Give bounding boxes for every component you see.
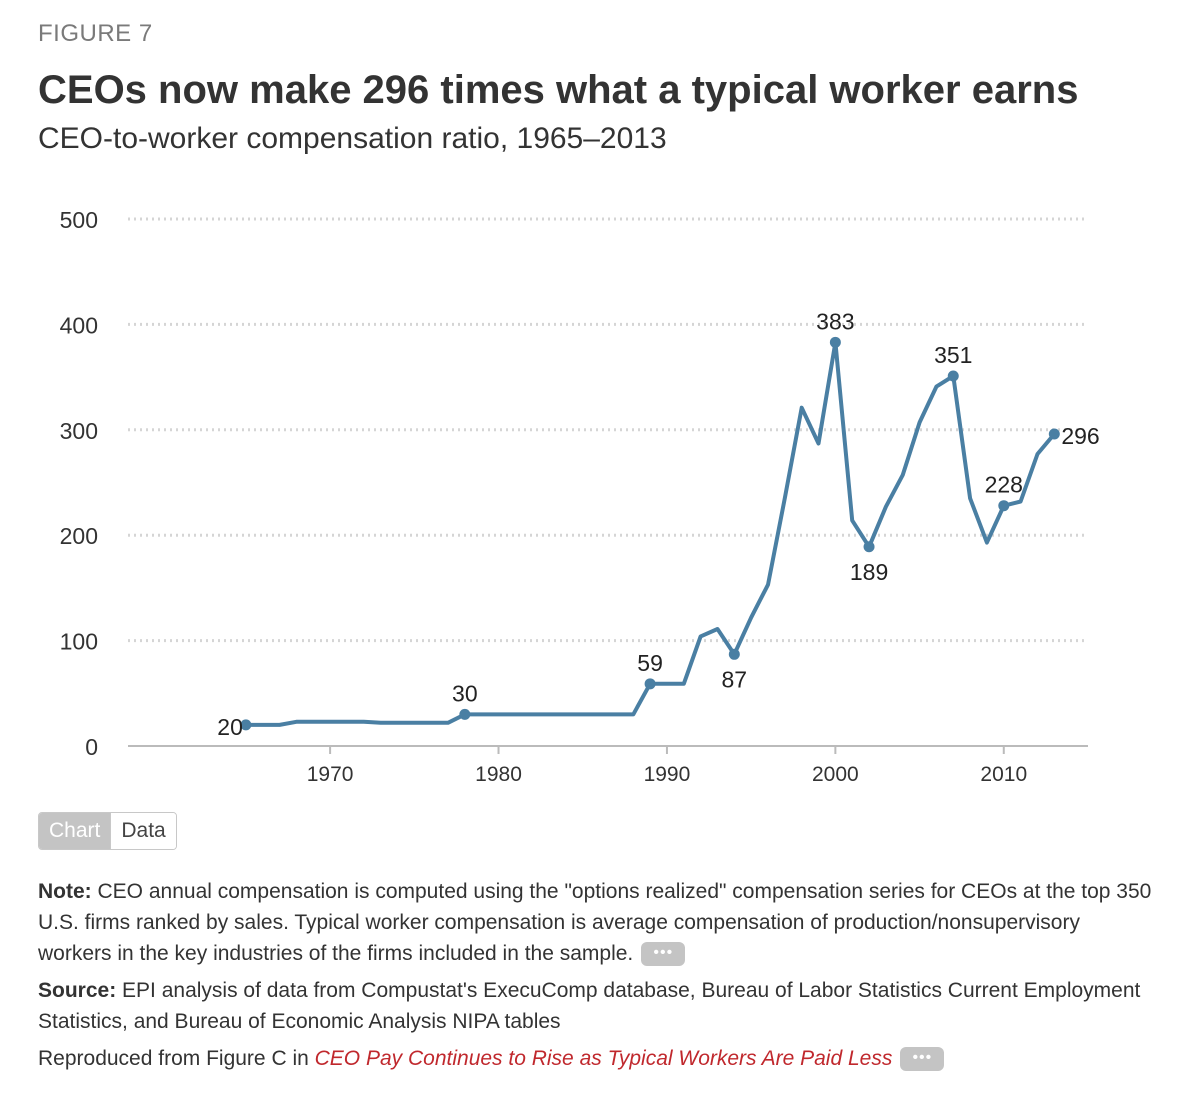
data-point [947, 370, 959, 382]
data-label: 30 [452, 680, 478, 706]
data-label: 20 [217, 714, 243, 740]
data-label: 87 [722, 666, 748, 692]
data-label: 351 [934, 342, 972, 368]
x-tick-label: 1970 [307, 763, 354, 786]
x-tick-label: 1990 [644, 763, 691, 786]
y-tick-label: 400 [60, 312, 98, 338]
x-tick-label: 1980 [475, 763, 522, 786]
chart-title: CEOs now make 296 times what a typical w… [38, 68, 1079, 112]
y-tick-label: 300 [60, 418, 98, 444]
source-label: Source: [38, 979, 117, 1002]
data-label: 296 [1061, 423, 1099, 449]
y-tick-label: 0 [85, 734, 98, 760]
data-point [728, 648, 740, 660]
x-tick-label: 2000 [812, 763, 859, 786]
notes-section: Note: CEO annual compensation is compute… [38, 876, 1158, 1080]
line-chart: 0 100 200 300 400 500 1970 1980 1990 2000 2010 20 30… [60, 207, 1100, 786]
source-paragraph: Source: EPI analysis of data from Compus… [38, 975, 1158, 1037]
note-label: Note: [38, 880, 92, 903]
view-toggle: Chart Data [38, 812, 177, 850]
data-label: 59 [637, 650, 663, 676]
reproduced-text: Reproduced from Figure C in [38, 1047, 315, 1070]
data-point [998, 500, 1010, 512]
data-point [459, 708, 471, 720]
report-link[interactable]: CEO Pay Continues to Rise as Typical Wor… [314, 1047, 893, 1070]
note-paragraph: Note: CEO annual compensation is compute… [38, 876, 1158, 969]
y-tick-label: 100 [60, 629, 98, 655]
y-tick-label: 200 [60, 523, 98, 549]
figure-label: FIGURE 7 [38, 20, 153, 47]
data-label: 189 [850, 559, 888, 585]
x-tick-label: 2010 [980, 763, 1027, 786]
data-label: 383 [816, 308, 854, 334]
data-point [644, 678, 656, 690]
y-tick-label: 500 [60, 207, 98, 233]
reproduced-paragraph: Reproduced from Figure C in CEO Pay Cont… [38, 1043, 1158, 1074]
note-text: CEO annual compensation is computed usin… [38, 880, 1152, 965]
data-label: 228 [985, 472, 1023, 498]
chart-tab[interactable]: Chart [39, 813, 111, 849]
data-point [240, 719, 252, 731]
source-text: EPI analysis of data from Compustat's Ex… [38, 979, 1141, 1033]
data-point [829, 336, 841, 348]
note-more-button[interactable]: ••• [641, 942, 686, 967]
chart-subtitle: CEO-to-worker compensation ratio, 1965–2… [38, 122, 667, 155]
data-point [1048, 428, 1060, 440]
data-point [863, 541, 875, 553]
link-more-button[interactable]: ••• [900, 1047, 945, 1072]
data-tab[interactable]: Data [110, 813, 176, 849]
